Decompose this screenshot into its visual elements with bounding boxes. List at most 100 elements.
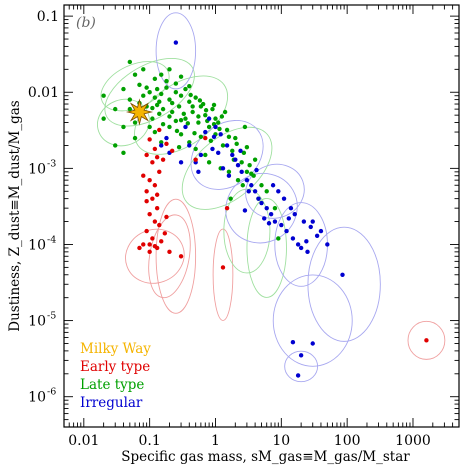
irregular-point: [298, 353, 304, 358]
late-type-point: [190, 104, 195, 109]
late-type-point: [178, 117, 184, 123]
early-type-point: [150, 160, 155, 165]
y-tick-exponent: -5: [47, 311, 56, 322]
y-tick-label: 10: [28, 390, 46, 406]
y-tick-label: 10: [28, 161, 46, 177]
uncertainty-ellipse: [223, 188, 271, 274]
data-points: [101, 40, 429, 378]
late-type-point: [101, 116, 106, 121]
late-type-point: [152, 95, 158, 100]
late-type-point: [152, 76, 158, 82]
late-type-point: [173, 118, 179, 124]
late-type-point: [276, 236, 281, 241]
early-type-point: [160, 157, 166, 162]
irregular-point: [266, 221, 272, 226]
late-type-point: [160, 106, 166, 112]
x-tick-label: 10: [272, 433, 290, 449]
early-type-point: [164, 141, 169, 147]
late-type-point: [164, 78, 169, 84]
uncertainty-ellipse: [246, 198, 287, 298]
irregular-point: [206, 116, 212, 121]
early-type-point: [154, 192, 160, 197]
irregular-point: [246, 189, 251, 194]
irregular-point: [301, 219, 307, 224]
early-type-point: [141, 173, 146, 178]
late-type-point: [198, 134, 204, 139]
irregular-point: [252, 189, 258, 194]
late-type-point: [167, 114, 172, 119]
late-type-point: [235, 177, 241, 183]
late-type-point: [167, 97, 172, 102]
late-type-point: [220, 143, 226, 148]
late-type-point: [230, 148, 235, 154]
late-type-point: [192, 130, 197, 136]
late-type-point: [196, 120, 201, 125]
late-type-point: [203, 152, 208, 158]
uncertainty-ellipse: [155, 198, 197, 314]
x-tick-label: 0.1: [139, 433, 161, 449]
late-type-point: [272, 205, 278, 211]
milky-way-marker: [125, 98, 154, 126]
irregular-point: [164, 135, 169, 141]
late-type-point: [169, 100, 175, 106]
irregular-point: [226, 173, 232, 178]
late-type-point: [259, 183, 264, 188]
late-type-point: [219, 114, 225, 119]
early-type-point: [150, 196, 155, 201]
irregular-point: [211, 134, 217, 139]
early-type-point: [154, 155, 160, 160]
late-type-point: [211, 102, 217, 108]
late-type-point: [141, 67, 146, 72]
uncertainty-ellipses: [97, 12, 446, 383]
irregular-point: [259, 200, 264, 206]
early-type-point: [144, 189, 149, 194]
uncertainty-ellipse: [284, 350, 319, 383]
y-axis-label: Dustiness, Z_dust≡M_dust/M_gas: [7, 100, 23, 332]
late-type-point: [141, 93, 146, 98]
irregular-point: [286, 216, 292, 221]
irregular-point: [325, 242, 330, 247]
late-type-point: [244, 169, 250, 175]
late-type-point: [206, 160, 212, 165]
late-type-point: [239, 160, 244, 165]
late-type-point: [200, 101, 206, 107]
y-tick-label: 10: [28, 237, 46, 253]
late-type-point: [197, 98, 203, 103]
irregular-point: [262, 216, 267, 221]
late-type-point: [173, 81, 179, 86]
irregular-point: [340, 272, 345, 277]
late-type-point: [190, 109, 195, 115]
irregular-point: [218, 132, 223, 137]
uncertainty-ellipse: [148, 214, 191, 299]
late-type-point: [251, 173, 256, 178]
late-type-point: [113, 143, 118, 148]
late-type-point: [228, 196, 233, 201]
early-type-point: [224, 205, 230, 211]
irregular-point: [256, 196, 261, 201]
late-type-point: [169, 109, 175, 115]
uncertainty-ellipse: [407, 320, 446, 360]
irregular-point: [233, 157, 238, 162]
irregular-point: [242, 208, 248, 213]
late-type-point: [206, 124, 212, 130]
late-type-point: [147, 90, 152, 95]
late-type-point: [187, 140, 192, 145]
early-type-point: [147, 249, 152, 255]
early-type-point: [144, 228, 149, 234]
legend-entry-milky-way: Milky Way: [80, 341, 151, 357]
late-type-point: [244, 144, 250, 150]
late-type-point: [216, 120, 221, 125]
late-type-point: [187, 99, 192, 104]
x-tick-label: 1: [211, 433, 220, 449]
irregular-point: [314, 233, 320, 239]
late-type-point: [132, 120, 138, 125]
irregular-point: [216, 150, 221, 156]
late-type-point: [252, 157, 258, 162]
irregular-point: [276, 189, 281, 194]
legend-entry-early-type: Early type: [80, 359, 150, 375]
irregular-point: [272, 219, 278, 224]
uncertainty-ellipse: [104, 57, 195, 127]
irregular-point: [220, 166, 226, 171]
y-tick-label: 0.01: [28, 85, 59, 101]
